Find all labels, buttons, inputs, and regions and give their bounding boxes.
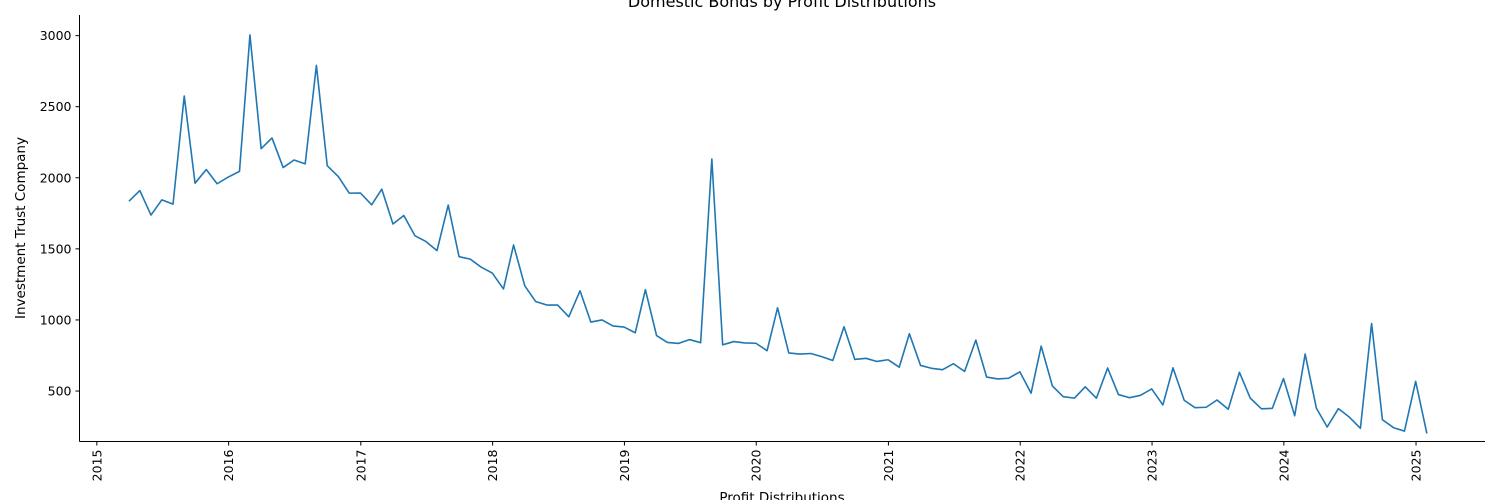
x-tick-label: 2018 xyxy=(485,449,500,481)
y-tick-label: 1000 xyxy=(40,312,72,327)
x-tick-label: 2021 xyxy=(881,450,896,482)
x-tick-label: 2024 xyxy=(1276,449,1291,481)
y-axis-title: Investment Trust Company xyxy=(13,137,29,319)
series-line xyxy=(128,34,1428,434)
x-tick-label: 2016 xyxy=(221,449,236,481)
x-axis-ticks: 2015 2016 2017 2018 2019 2020 2021 2022 2023 2024… xyxy=(89,441,1424,482)
x-tick-label: 2025 xyxy=(1409,450,1424,482)
y-tick-label: 2000 xyxy=(40,170,72,185)
x-axis-title: Profit Distributions xyxy=(719,490,844,500)
x-tick-label: 2022 xyxy=(1013,450,1028,482)
x-tick-label: 2023 xyxy=(1145,450,1160,482)
x-tick-label: 2015 xyxy=(89,450,104,482)
chart-title: Domestic Bonds by Profit Distributions xyxy=(628,0,936,11)
y-tick-label: 1500 xyxy=(40,241,72,256)
x-tick-label: 2017 xyxy=(353,450,368,482)
y-tick-label: 2500 xyxy=(40,99,72,114)
y-tick-label: 3000 xyxy=(40,28,72,43)
x-tick-label: 2020 xyxy=(749,449,764,481)
plot-area xyxy=(128,34,1428,434)
y-axis-ticks: 500 1000 1500 2000 2500 3000 xyxy=(40,28,80,399)
y-tick-label: 500 xyxy=(48,384,72,399)
x-tick-label: 2019 xyxy=(617,449,632,481)
